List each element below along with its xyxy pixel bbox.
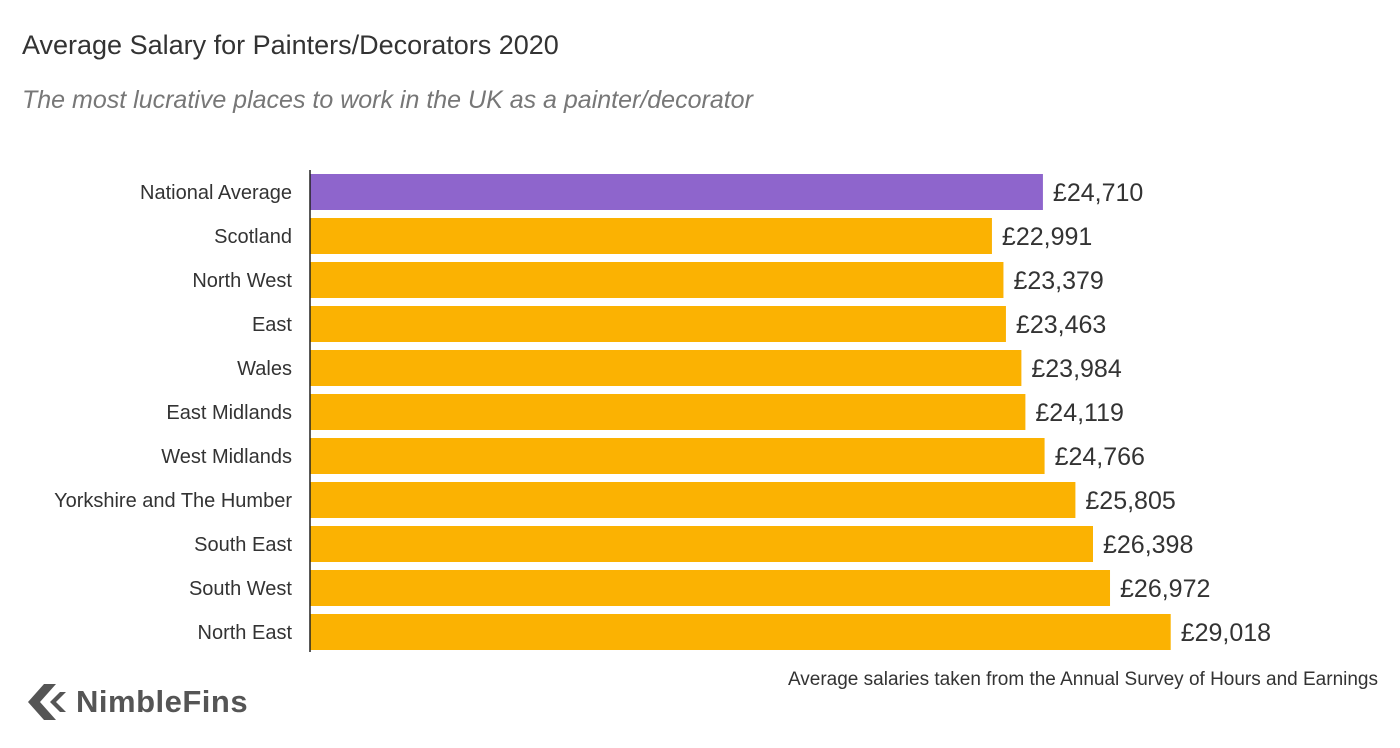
value-label: £24,710	[1053, 179, 1143, 207]
chart-title: Average Salary for Painters/Decorators 2…	[22, 30, 559, 60]
brand-logo[interactable]: NimbleFins	[20, 680, 248, 724]
bar-north-west	[310, 262, 1004, 298]
bar-east-midlands	[310, 394, 1026, 430]
value-label: £24,119	[1035, 399, 1124, 427]
bar-west-midlands	[310, 438, 1045, 474]
bar-national-average	[310, 174, 1043, 210]
bar-wales	[310, 350, 1022, 386]
category-label: West Midlands	[161, 446, 292, 468]
category-label: Yorkshire and The Humber	[54, 490, 292, 512]
value-label: £24,766	[1055, 443, 1145, 471]
chart-subtitle: The most lucrative places to work in the…	[22, 86, 753, 114]
value-label: £26,398	[1103, 531, 1193, 559]
value-label: £25,805	[1085, 487, 1175, 515]
bars-layer	[310, 174, 1171, 650]
category-label: Scotland	[214, 226, 292, 248]
value-label: £23,463	[1016, 311, 1106, 339]
bar-south-east	[310, 526, 1093, 562]
bar-east	[310, 306, 1006, 342]
value-label: £23,984	[1031, 355, 1121, 383]
category-label: Wales	[237, 358, 292, 380]
brand-name: NimbleFins	[76, 684, 249, 719]
category-label: East Midlands	[166, 402, 292, 424]
category-label: East	[252, 314, 292, 336]
bar-scotland	[310, 218, 992, 254]
category-label: North East	[198, 622, 293, 644]
value-label: £29,018	[1181, 619, 1271, 647]
category-label: South West	[189, 578, 292, 600]
bar-north-east	[310, 614, 1171, 650]
value-label: £23,379	[1013, 267, 1103, 295]
value-label: £26,972	[1120, 575, 1210, 603]
value-label: £22,991	[1002, 223, 1092, 251]
bar-south-west	[310, 570, 1111, 606]
source-note: Average salaries taken from the Annual S…	[787, 669, 1378, 690]
category-label: National Average	[140, 182, 292, 204]
category-label: South East	[194, 534, 292, 556]
labels-layer: National Average £24,710 Scotland £22,991 No…	[54, 179, 1271, 647]
bar-yorkshire-and-the-humber	[310, 482, 1076, 518]
chevron-left-logo-icon	[28, 684, 66, 720]
category-label: North West	[192, 270, 292, 292]
